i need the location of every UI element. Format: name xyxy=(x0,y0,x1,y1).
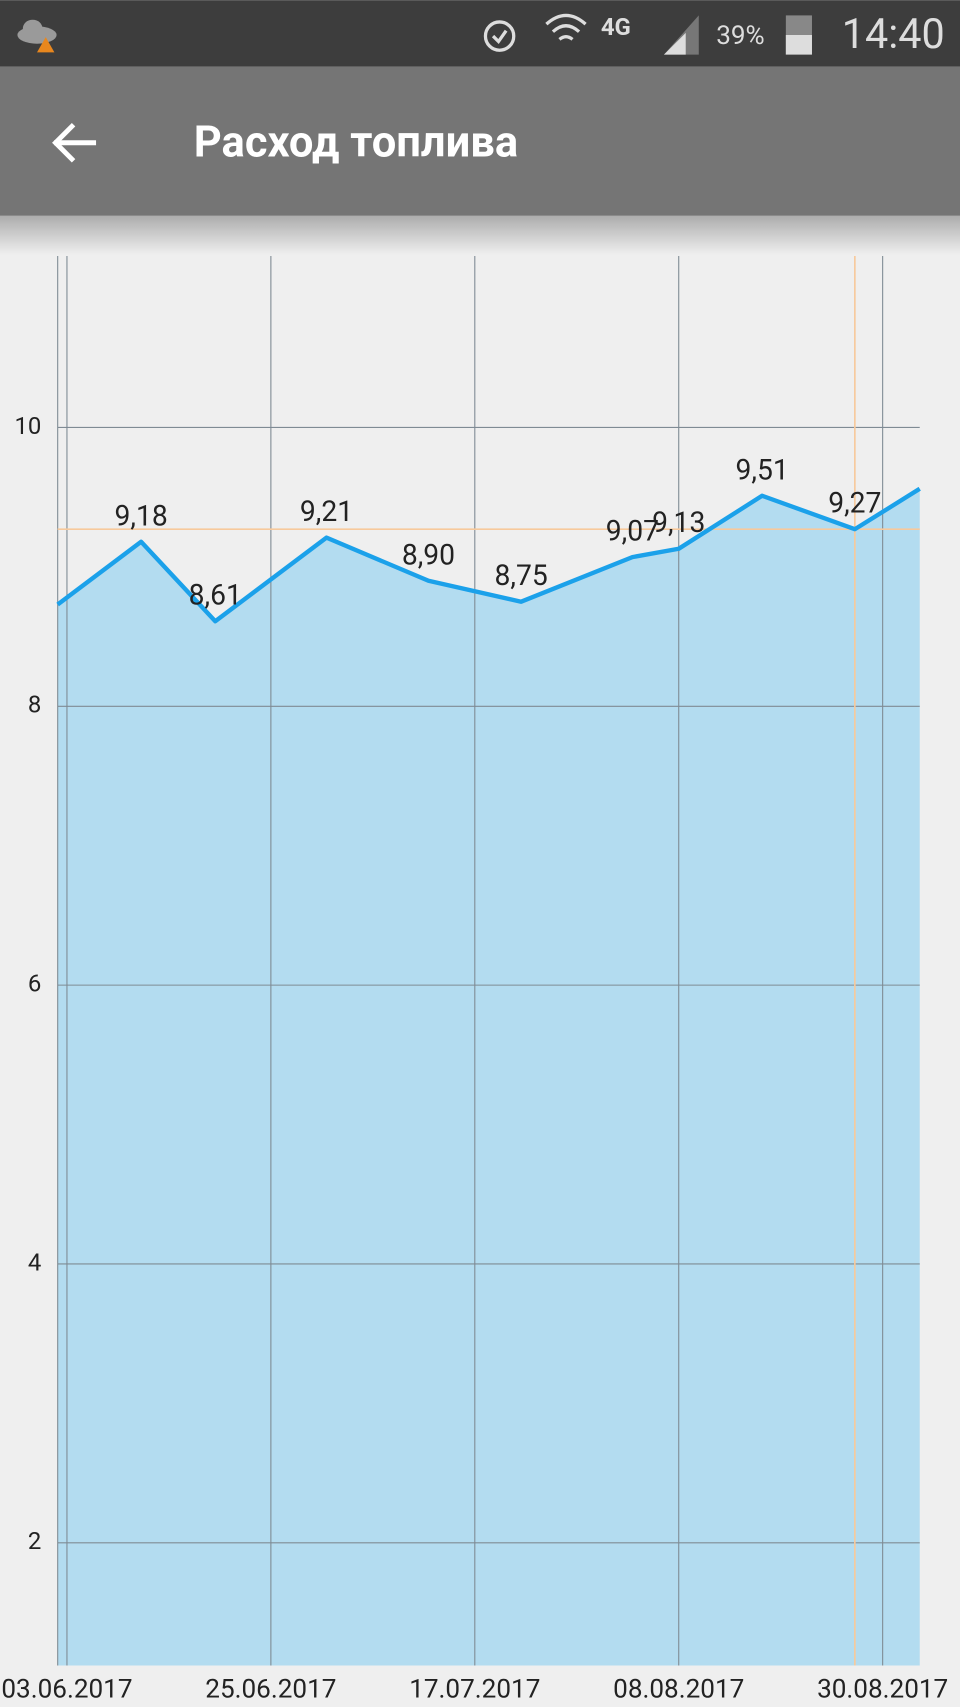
toolbar-title: Расход топлива xyxy=(194,116,518,167)
x-tick-label: 30.08.2017 xyxy=(817,1674,948,1704)
y-tick-label: 4 xyxy=(28,1248,41,1276)
battery-percent: 39% xyxy=(716,21,764,51)
data-label: 9,13 xyxy=(652,506,705,539)
y-tick-label: 6 xyxy=(28,969,41,997)
y-tick-label: 10 xyxy=(14,412,41,440)
data-label: 9,21 xyxy=(300,495,353,528)
y-tick-label: 2 xyxy=(28,1527,41,1555)
chart: 2 4 6 8 10 03.06.2017 25.06.2017 17.07.2017 08.0… xyxy=(1,255,948,1704)
x-tick-label: 17.07.2017 xyxy=(409,1674,540,1704)
data-label: 8,75 xyxy=(495,559,548,592)
data-label: 8,90 xyxy=(402,538,455,571)
clock: 14:40 xyxy=(842,11,945,59)
signal-level xyxy=(663,32,686,55)
data-label: 9,27 xyxy=(828,487,881,520)
status-bar xyxy=(0,0,960,67)
toolbar-shadow xyxy=(0,215,960,255)
weather-icon xyxy=(17,19,57,53)
data-label: 9,18 xyxy=(114,499,167,532)
wifi-icon xyxy=(545,13,587,41)
battery-level xyxy=(785,34,812,55)
x-tick-label: 25.06.2017 xyxy=(205,1674,336,1704)
toolbar xyxy=(0,66,960,216)
area-fill xyxy=(57,488,920,1666)
data-label: 8,61 xyxy=(189,579,242,612)
line xyxy=(56,486,921,624)
data-label: 9,51 xyxy=(736,453,789,486)
x-tick-label: 03.06.2017 xyxy=(1,1674,132,1704)
y-tick-label: 8 xyxy=(28,691,41,719)
network-label: 4G xyxy=(601,13,631,41)
alarm-icon xyxy=(483,20,516,52)
data-label: 9,07 xyxy=(606,515,659,548)
back-button[interactable] xyxy=(52,122,97,163)
x-tick-label: 08.08.2017 xyxy=(613,1674,744,1704)
